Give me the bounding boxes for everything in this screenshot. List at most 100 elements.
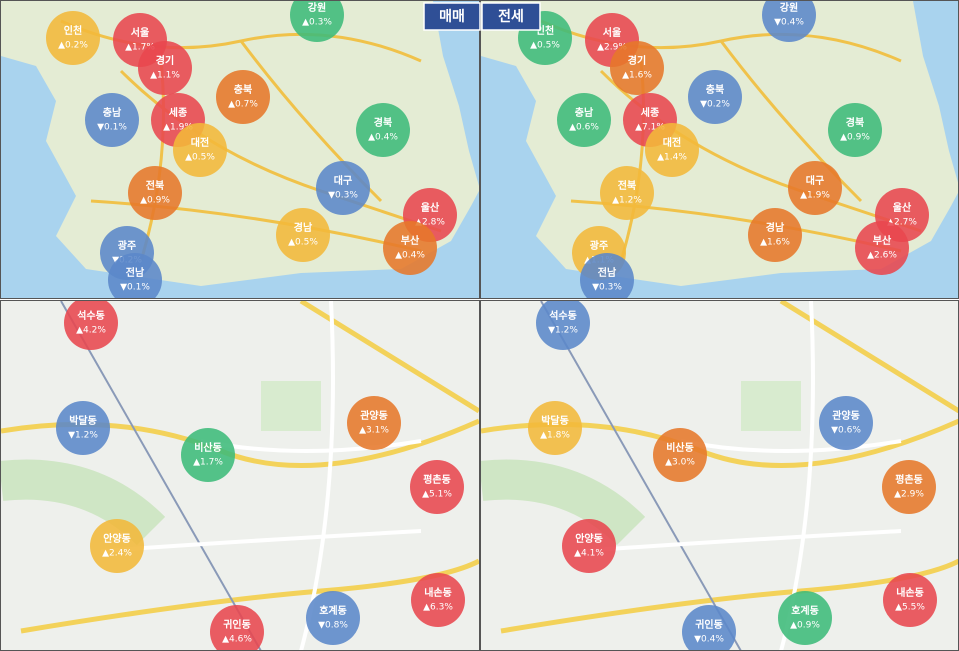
region-change: ▼0.1% (120, 283, 150, 293)
region-name: 충남 (575, 106, 594, 119)
region-name: 전남 (598, 266, 617, 279)
region-name: 대구 (334, 174, 352, 187)
toggle-label: 매매 (439, 9, 465, 25)
region-bubble[interactable] (316, 161, 370, 215)
toggle: 매매 전세 (423, 2, 541, 31)
region-bubble[interactable] (216, 70, 270, 124)
region-change: ▲3.0% (665, 458, 695, 468)
region-change: ▲1.2% (612, 196, 642, 206)
region-change: ▲0.6% (569, 123, 599, 133)
toggle-button[interactable] (481, 2, 541, 31)
region-bubble[interactable] (610, 41, 664, 95)
region-bubble[interactable] (580, 253, 634, 307)
region-bubble[interactable] (883, 573, 937, 627)
region-bubble[interactable] (56, 401, 110, 455)
region-name: 부산 (401, 234, 420, 247)
region-change: ▲2.8% (415, 218, 445, 228)
region-name: 울산 (421, 201, 440, 214)
region-name: 내손동 (424, 586, 452, 599)
region-change: ▼0.8% (318, 621, 348, 631)
region-name: 비산동 (194, 441, 222, 454)
region-bubble[interactable] (181, 428, 235, 482)
region-bubble[interactable] (411, 573, 465, 627)
region-name: 내손동 (896, 586, 924, 599)
region-change: ▲0.9% (790, 621, 820, 631)
region-name: 박달동 (541, 414, 569, 427)
region-name: 강원 (308, 1, 326, 14)
region-bubble[interactable] (46, 11, 100, 65)
region-bubble[interactable] (528, 401, 582, 455)
region-bubble[interactable] (356, 103, 410, 157)
region-bubble[interactable] (748, 208, 802, 262)
region-change: ▲0.9% (140, 196, 170, 206)
region-name: 대전 (663, 136, 681, 149)
region-change: ▲1.6% (622, 71, 652, 81)
region-change: ▲3.1% (359, 426, 389, 436)
region-bubble[interactable] (306, 591, 360, 645)
region-bubble[interactable] (108, 253, 162, 307)
region-change: ▲0.5% (530, 41, 560, 51)
region-bubble[interactable] (882, 460, 936, 514)
region-name: 관양동 (832, 409, 860, 422)
region-bubble[interactable] (290, 0, 344, 42)
region-name: 비산동 (666, 441, 694, 454)
region-name: 박달동 (69, 414, 97, 427)
region-name: 경기 (628, 54, 646, 67)
region-bubble[interactable] (855, 221, 909, 275)
region-name: 평촌동 (423, 473, 451, 486)
region-bubble[interactable] (173, 123, 227, 177)
region-name: 안양동 (575, 532, 603, 545)
region-bubble[interactable] (645, 123, 699, 177)
region-change: ▲1.7% (193, 458, 223, 468)
region-name: 경기 (156, 54, 174, 67)
region-bubble[interactable] (562, 519, 616, 573)
region-change: ▲1.8% (540, 431, 570, 441)
region-bubble[interactable] (85, 93, 139, 147)
region-name: 인천 (64, 24, 82, 37)
region-bubble[interactable] (138, 41, 192, 95)
region-name: 전북 (146, 179, 164, 192)
region-name: 울산 (893, 201, 912, 214)
region-name: 전남 (126, 266, 145, 279)
region-bubble[interactable] (90, 519, 144, 573)
map-panel: 석수동 ▼1.2% 박달동 ▲1.8% 비산동 ▲3.0% 관양동 ▼0.6% 평촌동 ▲2.9%… (481, 296, 959, 651)
region-name: 서울 (603, 26, 621, 39)
region-name: 충북 (234, 83, 252, 96)
region-bubble[interactable] (653, 428, 707, 482)
region-name: 광주 (118, 240, 136, 252)
region-bubble[interactable] (762, 0, 816, 42)
region-bubble[interactable] (210, 605, 264, 651)
toggle-button[interactable] (423, 2, 481, 31)
region-bubble[interactable] (536, 296, 590, 350)
region-name: 귀인동 (223, 618, 251, 631)
region-bubble[interactable] (410, 460, 464, 514)
region-bubble[interactable] (682, 605, 736, 651)
region-change: ▲2.7% (887, 218, 917, 228)
region-change: ▲2.9% (894, 490, 924, 500)
toggle-label: 전세 (498, 8, 524, 25)
region-name: 광주 (590, 240, 608, 252)
region-bubble[interactable] (828, 103, 882, 157)
region-name: 호계동 (319, 604, 347, 617)
map-panel: 인천▲0.5%서울▲2.9%경기▲1.6%강원▼0.4%충북▼0.2%충남▲0.… (481, 0, 958, 307)
region-change: ▲2.6% (867, 251, 897, 261)
region-bubble[interactable] (128, 166, 182, 220)
region-change: ▼1.2% (548, 326, 578, 336)
region-bubble[interactable] (64, 296, 118, 350)
region-bubble[interactable] (276, 208, 330, 262)
region-name: 석수동 (77, 309, 105, 322)
region-bubble[interactable] (819, 396, 873, 450)
region-bubble[interactable] (778, 591, 832, 645)
region-bubble[interactable] (383, 221, 437, 275)
region-change: ▲0.3% (302, 18, 332, 28)
region-bubble[interactable] (347, 396, 401, 450)
region-bubble[interactable] (788, 161, 842, 215)
region-change: ▲0.5% (288, 238, 318, 248)
region-name: 대구 (806, 174, 824, 187)
region-bubble[interactable] (688, 70, 742, 124)
region-change: ▼1.2% (68, 431, 98, 441)
region-change: ▼0.1% (97, 123, 127, 133)
region-bubble[interactable] (557, 93, 611, 147)
region-bubble[interactable] (600, 166, 654, 220)
